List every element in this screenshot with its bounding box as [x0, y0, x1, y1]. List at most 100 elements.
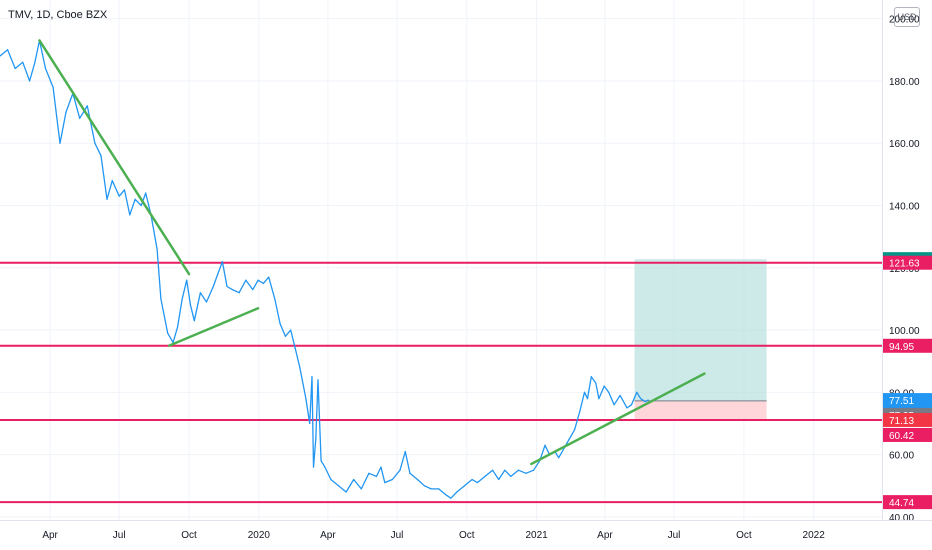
price-point: [375, 475, 378, 478]
price-point: [517, 469, 520, 471]
price-point: [598, 397, 600, 400]
price-point: [498, 478, 500, 481]
price-point: [613, 404, 615, 406]
price-point: [94, 142, 96, 144]
price-label: 60.42: [889, 431, 914, 442]
chart-grid: [0, 0, 882, 520]
price-point: [118, 195, 120, 197]
price-label: 71.13: [889, 416, 914, 427]
price-point: [140, 204, 142, 207]
time-axis[interactable]: Apr Jul Oct 2020 Apr Jul Oct 2021 Apr Jul Oct 2022: [0, 520, 932, 542]
price-point: [299, 366, 301, 369]
price-label-bg: [883, 412, 932, 427]
price-point: [257, 279, 259, 281]
price-point: [238, 292, 240, 294]
x-tick-label: Oct: [736, 530, 752, 541]
price-point: [586, 397, 589, 400]
price-point: [404, 450, 406, 453]
price-point: [0, 55, 1, 57]
price-point: [484, 475, 486, 478]
price-point: [52, 86, 54, 88]
price-point: [217, 273, 219, 275]
x-tick-label: 2022: [803, 530, 826, 541]
price-label-bg: [883, 427, 932, 442]
price-point: [368, 472, 370, 474]
chart-title: TMV, 1D, Cboe BZX: [8, 9, 108, 21]
price-point: [471, 478, 473, 481]
y-tick-label: 180.00: [889, 77, 920, 88]
position-zones: [634, 259, 767, 420]
price-point: [409, 472, 411, 474]
price-point: [380, 466, 382, 468]
price-point: [647, 399, 649, 401]
horizontal-levels[interactable]: [0, 261, 882, 504]
price-point: [205, 301, 208, 303]
price-point: [123, 189, 126, 191]
price-point: [181, 298, 183, 300]
price-point: [231, 288, 233, 291]
price-point: [320, 460, 322, 462]
price-point: [416, 478, 419, 481]
y-tick-label: 100.00: [889, 326, 920, 337]
price-point: [644, 401, 646, 403]
y-tick-label: 200.00: [889, 15, 920, 26]
x-tick-label: Apr: [320, 530, 336, 541]
stop-loss-zone[interactable]: [634, 400, 767, 420]
price-point: [579, 410, 581, 412]
y-tick-label: 60.00: [889, 451, 914, 462]
price-point: [245, 279, 247, 281]
price-point: [177, 326, 179, 328]
price-point: [86, 105, 88, 107]
trendlines[interactable]: [38, 39, 706, 466]
price-point: [315, 438, 317, 440]
price-point: [160, 298, 162, 300]
price-point: [305, 397, 307, 400]
price-point: [106, 198, 108, 200]
price-point: [100, 155, 102, 157]
price-point: [317, 379, 319, 381]
price-labels: 122.77121.6394.9577.5105:46:5377.2571.13…: [883, 252, 932, 510]
price-point: [330, 478, 332, 481]
profit-target-zone[interactable]: [634, 259, 767, 401]
price-point: [65, 111, 67, 113]
price-point: [145, 192, 147, 194]
price-point: [544, 444, 546, 446]
trendline[interactable]: [168, 307, 260, 347]
trendline[interactable]: [38, 39, 191, 276]
price-label: 44.74: [889, 498, 914, 509]
price-point: [603, 385, 605, 387]
price-point: [608, 391, 610, 393]
price-point: [134, 198, 136, 200]
price-point: [6, 49, 9, 51]
price-point: [583, 391, 586, 393]
price-point: [510, 475, 512, 478]
price-point: [279, 323, 281, 325]
price-point: [226, 285, 228, 288]
price-point: [167, 332, 169, 334]
price-label-bg: [883, 338, 932, 353]
price-point: [14, 67, 16, 70]
trendline[interactable]: [530, 372, 706, 466]
price-point: [268, 276, 270, 278]
price-point: [252, 288, 254, 291]
price-point: [337, 485, 340, 487]
price-point: [558, 457, 560, 459]
price-point: [221, 260, 223, 263]
price-point: [360, 488, 362, 490]
price-point: [284, 335, 286, 337]
price-point: [438, 488, 440, 490]
price-point: [345, 491, 347, 493]
y-tick-label: 140.00: [889, 202, 920, 213]
price-point: [79, 117, 81, 119]
price-point: [525, 472, 527, 474]
price-point: [311, 376, 313, 378]
x-tick-label: Oct: [459, 530, 475, 541]
price-point: [29, 80, 31, 82]
currency-button[interactable]: USD: [894, 7, 920, 27]
price-point: [430, 488, 432, 490]
price-point: [391, 478, 394, 481]
price-point: [262, 282, 264, 284]
price-point: [34, 61, 36, 63]
price-label: 121.63: [889, 259, 920, 270]
